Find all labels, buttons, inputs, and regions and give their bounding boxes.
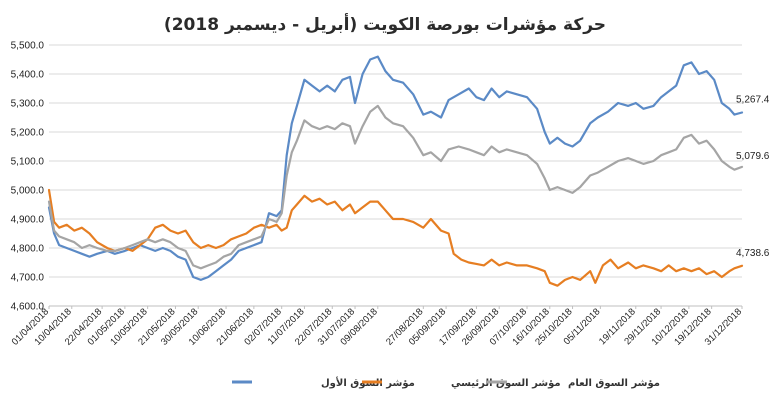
- chart-title: حركة مؤشرات بورصة الكويت (أبريل - ديسمبر…: [164, 13, 606, 35]
- legend-label: مؤشر السوق العام: [568, 378, 660, 389]
- y-tick-label: 5,000.0: [11, 186, 45, 197]
- y-tick-label: 5,400.0: [11, 70, 45, 81]
- y-tick-label: 5,300.0: [11, 99, 45, 110]
- series-end-label: 5,079.6: [736, 151, 770, 162]
- x-axis-ticks: 01/04/201810/04/201822/04/201801/05/2018…: [10, 306, 744, 348]
- y-axis-ticks: 4,600.0 4,700.0 4,800.0 4,900.0 5,000.0 5,100…: [11, 41, 45, 313]
- y-tick-label: 4,600.0: [11, 302, 45, 313]
- series-layer: [47, 55, 744, 287]
- y-tick-label: 4,700.0: [11, 273, 45, 284]
- y-tick-label: 5,500.0: [11, 41, 45, 52]
- y-tick-label: 4,900.0: [11, 215, 45, 226]
- series-line: [47, 104, 744, 270]
- series-line: [47, 188, 744, 287]
- y-tick-label: 5,100.0: [11, 157, 45, 168]
- series-end-label: 5,267.4: [736, 94, 770, 105]
- y-tick-label: 4,800.0: [11, 244, 45, 255]
- series-end-label: 4,738.6: [736, 248, 770, 259]
- y-tick-label: 5,200.0: [11, 128, 45, 139]
- series-line: [47, 55, 744, 281]
- end-labels: 5,267.4 4,738.6 5,079.6: [736, 94, 770, 258]
